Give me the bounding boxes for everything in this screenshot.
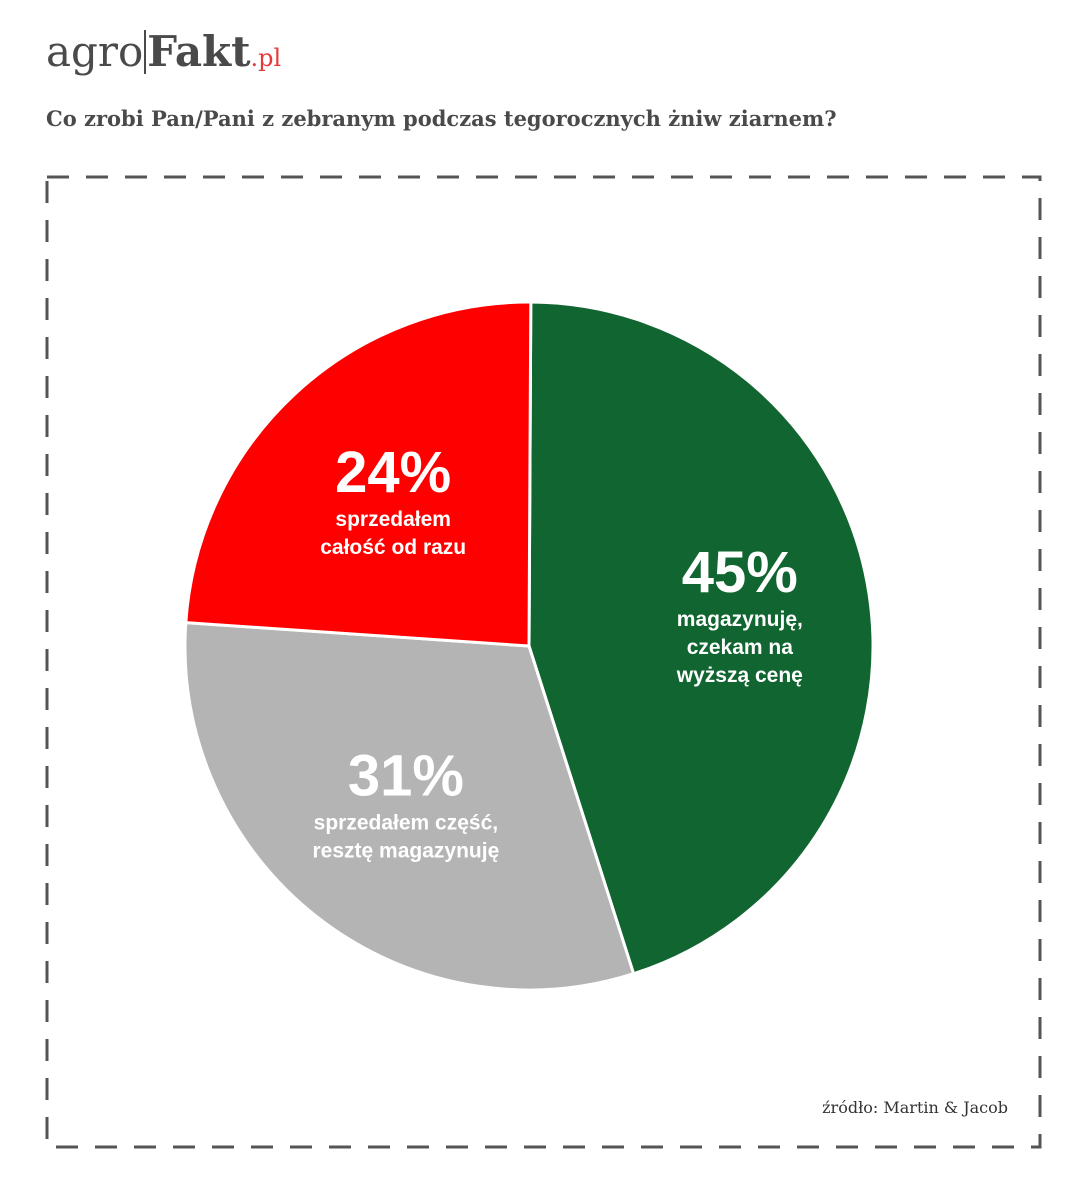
slice-category-label: czekam na [687,636,794,659]
logo-part-agro: agro [46,27,144,76]
slice-percent-label: 45% [682,540,798,605]
slice-label: 45% magazynuję, czekam na wyższą cenę [676,540,803,687]
logo-part-fakt: Fakt [147,27,251,76]
pie-slice [183,621,636,992]
pie-slice [527,300,875,976]
slice-category-label: sprzedałem [335,508,451,531]
slice-category-label: wyższą cenę [676,664,803,687]
slice-percent-label: 24% [335,440,451,505]
pie-slice [184,300,533,648]
logo-part-pl: .pl [250,44,282,72]
slice-category-label: resztę magazynuję [313,839,500,862]
slice-label: 31% sprzedałem część, resztę magazynuję [313,743,500,862]
dashed-border [45,175,1042,1149]
slice-category-label: magazynuję, [677,608,803,631]
chart-title: Co zrobi Pan/Pani z zebranym podczas teg… [46,106,837,131]
source-note: źródło: Martin & Jacob [822,1098,1008,1117]
slice-category-label: sprzedałem część, [314,811,498,834]
logo-separator [144,30,147,74]
slice-percent-label: 31% [348,743,464,808]
slice-label: 24% sprzedałem całość od razu [320,440,466,559]
slice-category-label: całość od razu [320,536,466,559]
pie-chart: 45% magazynuję, czekam na wyższą cenę 31% spr… [183,300,875,992]
brand-logo: agroFakt.pl [46,30,281,74]
